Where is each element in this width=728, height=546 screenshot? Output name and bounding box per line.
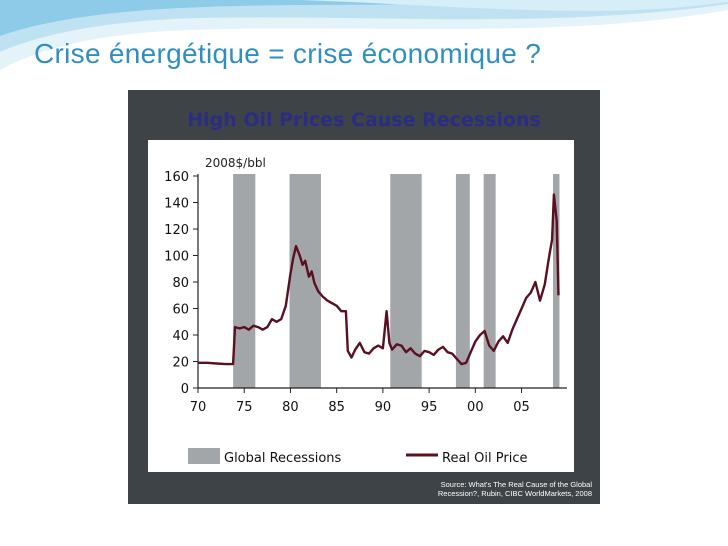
y-tick-label: 0	[181, 382, 189, 397]
x-tick-label: 95	[421, 400, 438, 415]
source-line-2: Recession?, Rubin, CIBC WorldMarkets, 20…	[438, 489, 592, 498]
legend-oil-label: Real Oil Price	[442, 451, 527, 466]
recession-band-4	[455, 174, 470, 388]
recession-band-2	[289, 174, 321, 388]
header-wave-decoration	[0, 0, 728, 70]
recession-band-6	[552, 174, 560, 388]
chart-title: High Oil Prices Cause Recessions	[187, 109, 541, 131]
y-tick-label: 80	[172, 276, 189, 291]
recession-band-1	[233, 174, 256, 388]
x-tick-label: 00	[467, 400, 484, 415]
legend-recession-label: Global Recessions	[224, 451, 342, 466]
y-axis-unit-label: 2008$/bbl	[205, 156, 266, 170]
series-line-real-oil-price	[198, 193, 560, 366]
y-tick-label: 140	[164, 197, 189, 212]
x-tick-label: 85	[328, 400, 345, 415]
x-tick-label: 75	[236, 400, 253, 415]
y-tick-label: 20	[172, 356, 189, 371]
oil-price-series	[198, 193, 560, 366]
x-tick-label: 05	[513, 400, 530, 415]
x-tick-label: 70	[190, 400, 207, 415]
oil-price-chart: High Oil Prices Cause Recessions 2008$/b…	[128, 90, 600, 504]
chart-legend: Global Recessions Real Oil Price	[188, 448, 527, 466]
x-tick-label: 80	[282, 400, 299, 415]
y-tick-label: 40	[172, 329, 189, 344]
y-tick-label: 120	[164, 223, 189, 238]
y-tick-label: 100	[164, 250, 189, 265]
slide-title: Crise énergétique = crise économique ?	[34, 38, 542, 69]
x-tick-label: 90	[375, 400, 392, 415]
chart-axes: 0 20 40 60 80 100 120 140 160 70 75 80 85 90 95 00 05	[164, 170, 567, 415]
y-tick-label: 160	[164, 170, 189, 185]
source-line-1: Source: What's The Real Cause of the Glo…	[441, 480, 593, 489]
chart-panel	[148, 140, 574, 472]
y-tick-label: 60	[172, 303, 189, 318]
legend-recession-swatch	[188, 448, 220, 464]
recession-band-5	[483, 174, 496, 388]
